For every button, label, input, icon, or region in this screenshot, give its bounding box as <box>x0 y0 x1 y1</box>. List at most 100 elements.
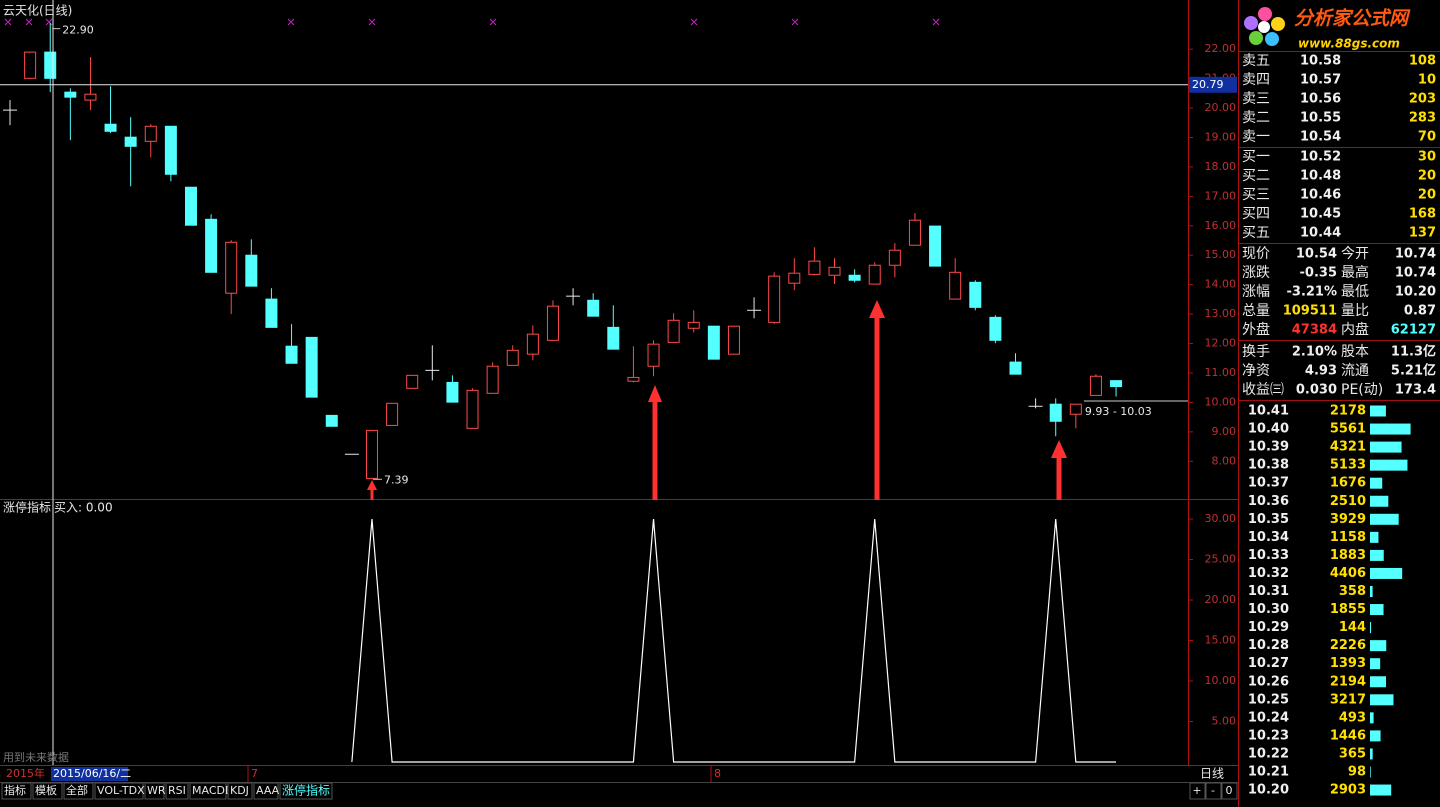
stat-value: 109511 <box>1283 304 1337 319</box>
pv-bar <box>1370 622 1372 634</box>
y-tick-label: 13.00 <box>1205 307 1237 320</box>
tab-label[interactable]: AAA <box>256 784 280 797</box>
order-price: 10.57 <box>1300 73 1341 88</box>
zoom-button[interactable] <box>1205 782 1222 800</box>
zoom-label[interactable]: - <box>1211 784 1215 797</box>
pv-bar <box>1370 640 1387 652</box>
stat-value: 0.87 <box>1404 304 1436 319</box>
stat-label: PE(动) <box>1341 382 1383 398</box>
zoom-label[interactable]: 0 <box>1226 784 1233 797</box>
pv-price: 10.23 <box>1248 728 1289 743</box>
petal <box>1271 17 1285 31</box>
pv-bar <box>1370 423 1411 435</box>
candle-body <box>687 321 700 329</box>
pv-bar <box>1370 730 1381 742</box>
period-label: 日线 <box>1200 767 1224 781</box>
candle-body <box>265 298 278 328</box>
pv-price: 10.41 <box>1248 404 1289 419</box>
pv-bar <box>1370 676 1387 688</box>
tab-label[interactable]: RSI <box>168 784 186 797</box>
order-volume: 70 <box>1418 130 1436 145</box>
pv-bar <box>1370 604 1384 616</box>
order-volume: 203 <box>1409 92 1436 107</box>
candle-body <box>1110 380 1123 388</box>
tab[interactable] <box>253 782 279 800</box>
y-tick-label: 18.00 <box>1205 160 1237 173</box>
y-tick-label: 12.00 <box>1205 337 1237 350</box>
pv-volume: 1855 <box>1330 602 1366 617</box>
stat-value: 10.54 <box>1296 247 1337 262</box>
stat-label: 总量 <box>1242 303 1270 319</box>
order-price: 10.52 <box>1300 150 1341 165</box>
stat-value: 5.21亿 <box>1391 363 1436 379</box>
tab-label[interactable]: 全部 <box>66 783 88 797</box>
pv-volume: 1446 <box>1330 728 1366 743</box>
arrow <box>648 385 662 500</box>
month-label: 8 <box>714 767 721 780</box>
tab[interactable] <box>227 782 253 800</box>
tab[interactable] <box>165 782 189 800</box>
candle-body <box>446 381 459 403</box>
tab[interactable] <box>94 782 144 800</box>
tab[interactable] <box>32 782 63 800</box>
tab-label[interactable]: KDJ <box>230 784 249 797</box>
zoom-button[interactable] <box>1189 782 1206 800</box>
petal <box>1265 32 1279 46</box>
candle-body <box>84 93 97 101</box>
pv-volume: 4321 <box>1330 440 1366 455</box>
pv-bar <box>1370 784 1392 796</box>
annotation: 22.90 <box>62 24 94 37</box>
y-tick-label: 30.00 <box>1205 512 1237 525</box>
candle-body <box>365 429 378 479</box>
order-label: 卖二 <box>1242 110 1270 126</box>
tab-label[interactable]: WR <box>147 784 166 797</box>
candle-body <box>486 365 499 394</box>
tab-label[interactable]: 模板 <box>35 783 57 797</box>
order-volume: 10 <box>1418 73 1436 88</box>
pv-price: 10.20 <box>1248 783 1289 798</box>
arrow <box>367 480 377 500</box>
order-price: 10.55 <box>1300 111 1341 126</box>
stat-label: 量比 <box>1341 303 1369 319</box>
candle-body <box>205 218 218 273</box>
tab-label[interactable]: VOL-TDX <box>97 784 145 797</box>
pv-bar <box>1370 531 1379 543</box>
petal <box>1249 31 1263 45</box>
pv-price: 10.28 <box>1248 638 1289 653</box>
tab-label[interactable]: 涨停指标 <box>282 783 330 798</box>
indicator-line <box>351 518 1117 763</box>
tab[interactable] <box>144 782 165 800</box>
zoom-button[interactable] <box>1221 782 1238 800</box>
pv-price: 10.24 <box>1248 710 1289 725</box>
order-label: 买三 <box>1242 187 1270 203</box>
order-label: 买二 <box>1242 168 1270 184</box>
tab-label[interactable]: 指标 <box>4 783 26 797</box>
annotation: 9.93 - 10.03 <box>1085 405 1152 418</box>
candle-body <box>788 272 801 284</box>
pv-price: 10.35 <box>1248 512 1289 527</box>
order-price: 10.54 <box>1300 130 1341 145</box>
stat-value: 62127 <box>1391 323 1436 338</box>
pv-price: 10.29 <box>1248 620 1289 635</box>
y-tick-label: 8.00 <box>1212 454 1237 467</box>
candle-body <box>727 325 740 355</box>
stat-label: 净资 <box>1242 363 1270 379</box>
candle-body <box>808 260 821 275</box>
candle-body <box>969 281 982 308</box>
tab[interactable] <box>1 782 32 800</box>
tab-label[interactable]: MACDD <box>192 784 233 797</box>
candle-body <box>1009 361 1022 375</box>
pv-volume: 1883 <box>1330 548 1366 563</box>
order-volume: 30 <box>1418 150 1436 165</box>
zoom-label[interactable]: + <box>1192 784 1201 797</box>
pv-price: 10.36 <box>1248 494 1289 509</box>
tab[interactable] <box>279 782 333 800</box>
tab[interactable] <box>189 782 227 800</box>
candle-body <box>285 345 298 364</box>
candle-body <box>325 414 338 427</box>
pv-volume: 98 <box>1348 765 1366 780</box>
pv-price: 10.25 <box>1248 692 1289 707</box>
tab[interactable] <box>63 782 94 800</box>
